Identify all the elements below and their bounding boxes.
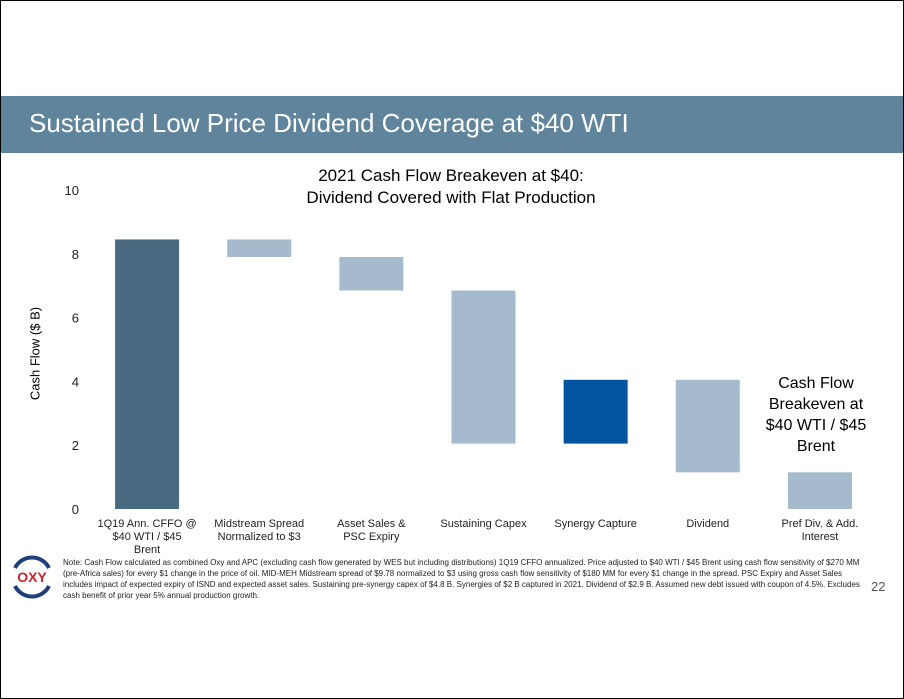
y-tick-label: 8	[72, 247, 79, 262]
svg-text:OXY: OXY	[17, 569, 47, 585]
page-number: 22	[871, 579, 886, 594]
oxy-logo: OXY	[13, 555, 51, 599]
chart-title-block: 2021 Cash Flow Breakeven at $40: Dividen…	[201, 165, 701, 209]
y-tick-label: 10	[65, 183, 79, 198]
x-tick-label: Synergy Capture	[554, 518, 637, 530]
footnote: Note: Cash Flow calculated as combined O…	[63, 558, 860, 600]
bar	[227, 239, 292, 257]
page-title: Sustained Low Price Dividend Coverage at…	[29, 108, 629, 138]
bar	[339, 256, 404, 291]
bar	[115, 239, 180, 509]
y-tick-label: 2	[72, 438, 79, 453]
x-tick-label: Sustaining Capex	[440, 518, 527, 530]
bar	[675, 379, 740, 473]
bar	[563, 379, 628, 444]
y-tick-label: 6	[72, 311, 79, 326]
waterfall-chart: 0 2 4 6 8 10 1Q19 Ann. CFFO @ $40 WTI / $45 Bren…	[65, 183, 859, 556]
y-tick-label: 4	[72, 374, 79, 389]
x-tick-label: Asset Sales & PSC Expiry	[337, 518, 406, 543]
x-tick-label: 1Q19 Ann. CFFO @ $40 WTI / $45 Brent	[97, 518, 196, 556]
chart-subtitle: Dividend Covered with Flat Production	[306, 188, 596, 207]
bar	[451, 290, 516, 444]
x-tick-label: Dividend	[686, 518, 729, 530]
chart-title: 2021 Cash Flow Breakeven at $40:	[318, 166, 584, 185]
y-tick-label: 0	[72, 502, 79, 517]
breakeven-annotation: Cash Flow Breakeven at $40 WTI / $45 Bre…	[765, 375, 867, 455]
x-tick-label: Midstream Spread Normalized to $3	[214, 518, 304, 543]
header-bar: Sustained Low Price Dividend Coverage at…	[1, 96, 903, 153]
bar	[787, 472, 852, 509]
x-tick-label: Pref Div. & Add. Interest	[782, 518, 859, 543]
